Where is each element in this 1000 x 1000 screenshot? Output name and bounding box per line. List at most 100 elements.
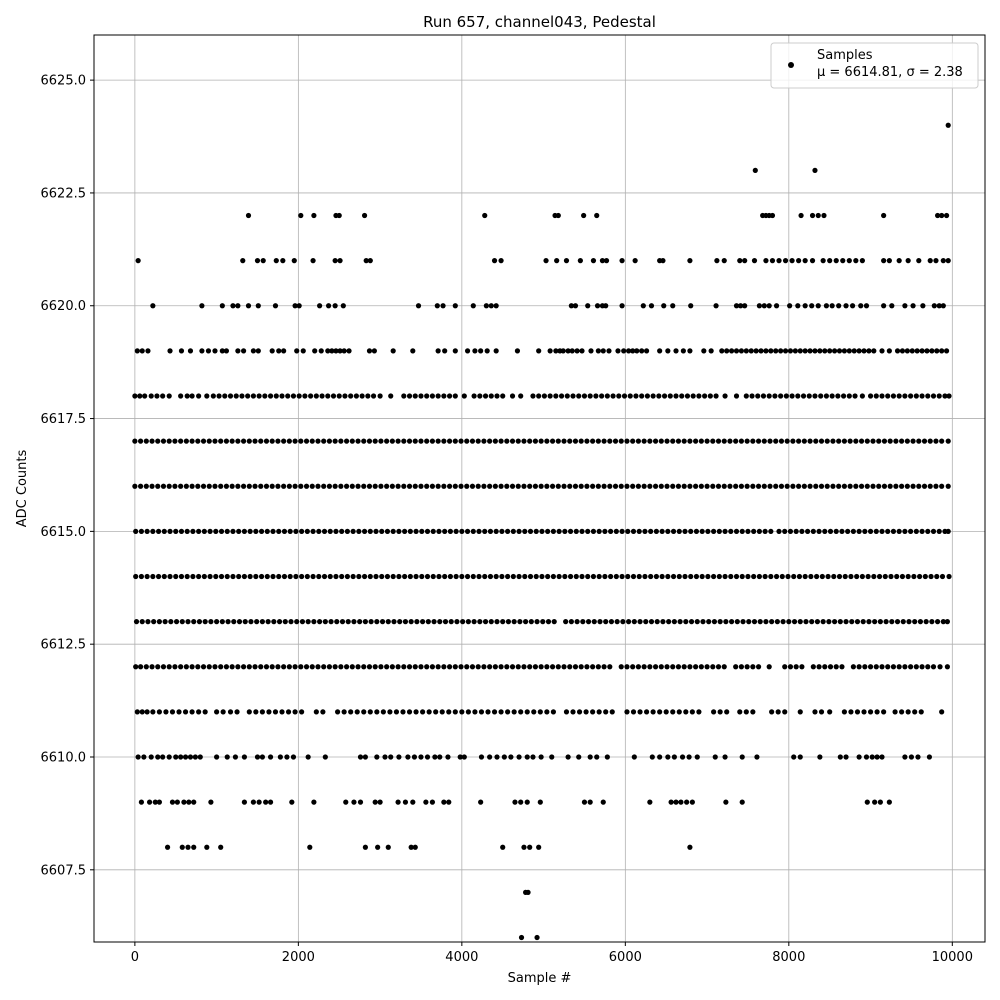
data-point bbox=[441, 483, 447, 489]
data-point bbox=[396, 528, 402, 534]
data-point bbox=[281, 664, 287, 670]
data-point bbox=[641, 664, 647, 670]
data-point bbox=[585, 573, 591, 580]
data-point bbox=[227, 709, 234, 715]
data-point bbox=[325, 393, 331, 399]
data-point bbox=[340, 303, 346, 309]
data-point bbox=[727, 438, 733, 444]
data-point bbox=[160, 393, 166, 399]
data-point bbox=[167, 528, 173, 534]
data-point bbox=[881, 212, 887, 219]
data-point bbox=[567, 573, 574, 580]
data-point bbox=[849, 303, 856, 309]
data-point bbox=[160, 664, 167, 670]
data-point bbox=[184, 528, 190, 534]
data-point bbox=[316, 573, 322, 580]
data-point bbox=[763, 258, 769, 264]
data-point bbox=[711, 709, 717, 715]
data-point bbox=[890, 664, 897, 670]
data-point bbox=[454, 619, 460, 625]
data-point bbox=[378, 664, 384, 670]
data-point bbox=[155, 528, 162, 534]
data-point bbox=[588, 348, 594, 354]
data-point bbox=[536, 844, 542, 850]
data-point bbox=[795, 393, 801, 399]
data-point bbox=[924, 348, 930, 354]
data-point bbox=[424, 573, 431, 580]
data-point bbox=[304, 573, 310, 580]
data-point bbox=[481, 664, 487, 670]
data-point bbox=[269, 438, 275, 444]
data-point bbox=[266, 709, 272, 715]
data-point bbox=[657, 709, 663, 715]
data-point bbox=[569, 348, 575, 354]
data-point bbox=[755, 483, 762, 489]
data-point bbox=[272, 709, 279, 715]
data-point bbox=[698, 664, 704, 670]
data-point bbox=[842, 573, 848, 580]
data-point bbox=[609, 709, 615, 715]
data-point bbox=[570, 709, 576, 715]
data-point bbox=[634, 348, 640, 354]
data-point bbox=[883, 619, 889, 625]
data-point bbox=[540, 619, 546, 625]
data-point bbox=[317, 619, 323, 625]
data-point bbox=[183, 438, 189, 444]
data-point bbox=[498, 438, 504, 444]
data-point bbox=[687, 483, 693, 489]
data-point bbox=[475, 438, 481, 444]
data-point bbox=[833, 664, 839, 670]
data-point bbox=[524, 709, 530, 715]
data-point bbox=[631, 619, 637, 625]
data-point bbox=[350, 573, 356, 580]
data-point bbox=[803, 619, 809, 625]
data-point bbox=[172, 664, 178, 670]
data-point bbox=[219, 303, 225, 309]
data-point bbox=[545, 619, 552, 625]
data-point bbox=[813, 483, 819, 489]
data-point bbox=[639, 348, 645, 354]
data-point bbox=[934, 573, 940, 580]
data-point bbox=[946, 393, 952, 399]
data-point bbox=[142, 393, 148, 399]
data-point bbox=[784, 438, 790, 444]
data-point bbox=[378, 438, 384, 444]
data-point bbox=[923, 619, 929, 625]
data-point bbox=[561, 664, 567, 670]
data-point bbox=[568, 303, 574, 309]
data-point bbox=[887, 483, 893, 489]
data-point bbox=[603, 709, 609, 715]
data-point bbox=[357, 619, 363, 625]
data-point bbox=[793, 528, 799, 534]
data-point bbox=[945, 528, 951, 534]
data-point bbox=[276, 528, 282, 534]
data-point bbox=[321, 573, 328, 580]
data-point bbox=[292, 438, 298, 444]
data-point bbox=[784, 483, 790, 489]
data-point bbox=[300, 348, 306, 354]
data-point bbox=[724, 348, 730, 354]
data-point bbox=[393, 709, 400, 715]
data-point bbox=[202, 619, 208, 625]
data-point bbox=[452, 303, 458, 309]
data-point bbox=[505, 619, 512, 625]
data-point bbox=[630, 664, 636, 670]
data-point bbox=[334, 619, 340, 625]
data-point bbox=[858, 483, 865, 489]
data-point bbox=[846, 348, 852, 354]
data-point bbox=[406, 393, 413, 399]
data-point bbox=[630, 438, 636, 444]
data-point bbox=[291, 258, 297, 264]
data-point bbox=[670, 528, 677, 534]
data-point bbox=[545, 573, 551, 580]
data-point bbox=[152, 799, 158, 805]
data-point bbox=[436, 573, 442, 580]
data-point bbox=[785, 573, 791, 580]
data-point bbox=[282, 619, 288, 625]
data-point bbox=[299, 528, 305, 534]
data-point bbox=[680, 348, 686, 354]
data-point bbox=[798, 212, 804, 219]
data-point bbox=[357, 799, 364, 805]
data-point bbox=[912, 619, 918, 625]
data-point bbox=[604, 754, 610, 760]
